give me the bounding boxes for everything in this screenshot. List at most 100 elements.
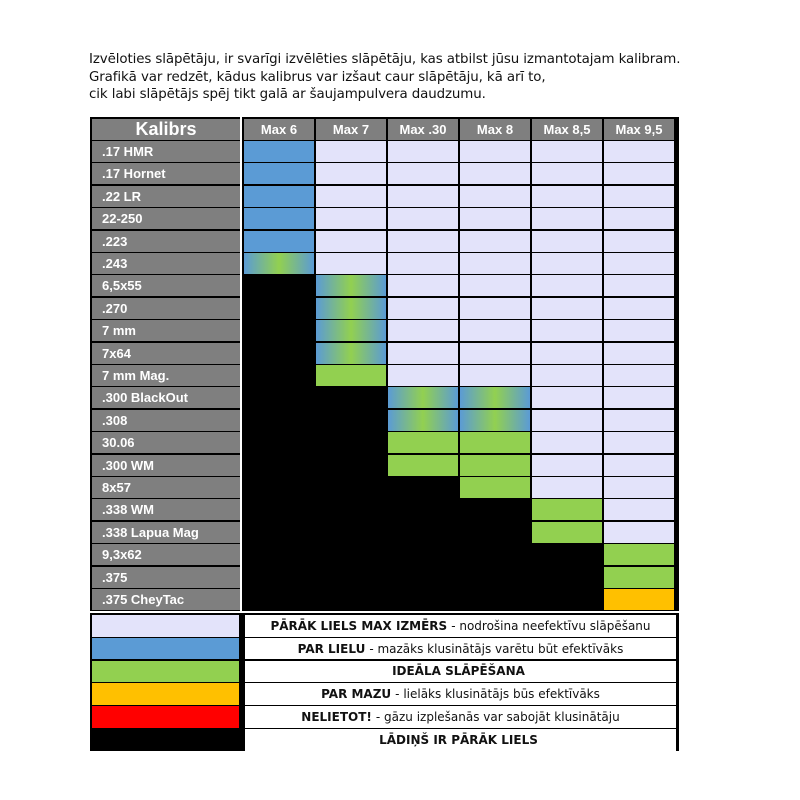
- row-label: 22-250: [92, 208, 240, 230]
- rating-cell: [244, 230, 314, 252]
- rating-cell: [532, 275, 602, 297]
- rating-cell: [316, 499, 388, 521]
- row-label: .375: [92, 566, 240, 588]
- row-label: .270: [92, 297, 240, 319]
- rating-cell: [460, 163, 530, 185]
- rating-cell: [532, 521, 602, 543]
- rating-cell: [244, 320, 316, 342]
- rating-cell: [604, 432, 674, 454]
- column-header: Max 9,5: [604, 119, 674, 140]
- rating-cell: [244, 365, 316, 386]
- rating-cell: [316, 320, 386, 342]
- rating-cell: [244, 454, 316, 476]
- rating-cell: [388, 589, 460, 610]
- rating-cell: [388, 409, 458, 431]
- column-header: Max .30: [388, 119, 458, 140]
- rating-cell: [388, 499, 460, 521]
- legend-swatch: [92, 637, 239, 660]
- legend-description: - lielāks klusinātājs būs efektīvāks: [395, 687, 600, 702]
- rating-cell: [604, 566, 674, 588]
- intro-line: Izvēloties slāpētāju, ir svarīgi izvēlēt…: [89, 52, 681, 67]
- caliber-compatibility-table: Kalibrs Max 6 Max 7 Max .30 Max 8 Max 8,5 Max …: [90, 117, 679, 611]
- rating-cell: [388, 342, 458, 364]
- row-label: .338 Lapua Mag: [92, 521, 240, 543]
- rating-cell: [316, 454, 388, 476]
- legend-text: IDEĀLA SLĀPĒŠANA: [245, 660, 676, 683]
- row-label: 6,5x55: [92, 275, 240, 297]
- row-label: .17 Hornet: [92, 163, 240, 185]
- rating-cell: [388, 253, 458, 274]
- row-label: .338 WM: [92, 499, 240, 521]
- rating-cell: [532, 454, 602, 476]
- rating-cell: [532, 141, 602, 162]
- rating-cell: [388, 454, 458, 476]
- row-label: .243: [92, 253, 240, 274]
- legend-title: PAR LIELU: [297, 641, 366, 656]
- legend-text: PAR LIELU - mazāks klusinātājs varētu būt…: [245, 637, 676, 660]
- column-separator: [240, 117, 242, 611]
- color-legend: PĀRĀK LIELS MAX IZMĒRS - nodrošina neefek…: [90, 613, 679, 751]
- rating-cell: [388, 230, 458, 252]
- row-label: .223: [92, 230, 240, 252]
- corner-header: Kalibrs: [92, 119, 240, 140]
- rating-cell: [532, 230, 602, 252]
- rating-cell: [388, 275, 458, 297]
- rating-cell: [532, 477, 602, 498]
- rating-cell: [604, 185, 674, 207]
- rating-cell: [244, 208, 314, 230]
- rating-cell: [604, 409, 674, 431]
- rating-cell: [460, 320, 530, 342]
- legend-text: PAR MAZU - lielāks klusinātājs būs efektī…: [245, 683, 676, 705]
- legend-swatch: [92, 683, 239, 705]
- rating-cell: [316, 342, 386, 364]
- rating-cell: [604, 275, 674, 297]
- rating-cell: [604, 297, 674, 319]
- rating-cell: [316, 566, 388, 588]
- intro-line: Grafikā var redzēt, kādus kalibrus var i…: [89, 69, 546, 85]
- rating-cell: [388, 521, 460, 543]
- rating-cell: [244, 521, 316, 543]
- rating-cell: [460, 230, 530, 252]
- rating-cell: [460, 342, 530, 364]
- rating-cell: [316, 409, 388, 431]
- rating-cell: [460, 208, 530, 230]
- rating-cell: [316, 589, 388, 610]
- rating-cell: [388, 297, 458, 319]
- legend-text: NELIETOT! - gāzu izplešanās var sabojāt k…: [245, 706, 676, 728]
- rating-cell: [244, 141, 314, 162]
- rating-cell: [244, 253, 314, 274]
- rating-cell: [388, 544, 460, 566]
- rating-cell: [460, 297, 530, 319]
- rating-cell: [244, 477, 316, 498]
- rating-cell: [460, 253, 530, 274]
- rating-cell: [388, 208, 458, 230]
- rating-cell: [532, 387, 602, 409]
- row-label: 8x57: [92, 477, 240, 498]
- rating-cell: [388, 185, 458, 207]
- rating-cell: [460, 499, 532, 521]
- rating-cell: [244, 387, 316, 409]
- rating-cell: [244, 544, 316, 566]
- rating-cell: [604, 320, 674, 342]
- rating-cell: [604, 208, 674, 230]
- row-label: 30.06: [92, 432, 240, 454]
- rating-cell: [316, 141, 386, 162]
- rating-cell: [388, 141, 458, 162]
- rating-cell: [460, 141, 530, 162]
- rating-cell: [532, 297, 602, 319]
- rating-cell: [460, 477, 530, 498]
- rating-cell: [244, 499, 316, 521]
- rating-cell: [532, 589, 604, 610]
- rating-cell: [532, 365, 602, 386]
- rating-cell: [244, 297, 316, 319]
- row-label: .308: [92, 409, 240, 431]
- rating-cell: [388, 320, 458, 342]
- rating-cell: [316, 365, 386, 386]
- column-header: Max 6: [244, 119, 314, 140]
- legend-title: NELIETOT!: [301, 709, 372, 724]
- legend-title: PAR MAZU: [321, 687, 392, 702]
- rating-cell: [244, 163, 314, 185]
- rating-cell: [388, 432, 458, 454]
- rating-cell: [388, 163, 458, 185]
- rating-cell: [460, 432, 530, 454]
